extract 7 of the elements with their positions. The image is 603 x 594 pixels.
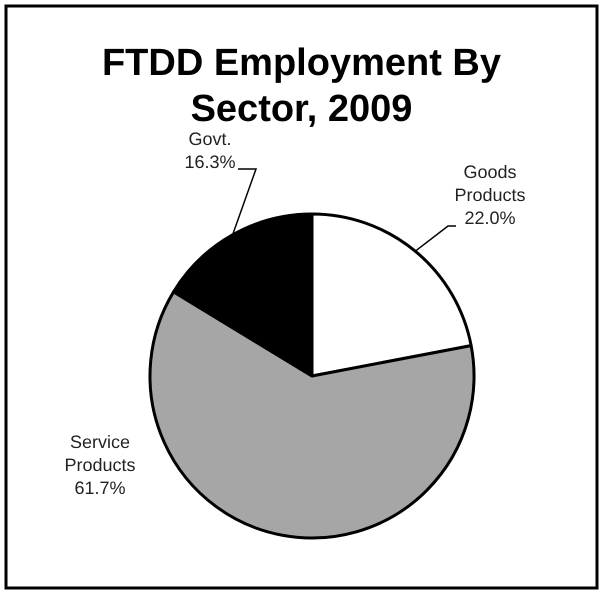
chart-title: FTDD Employment By Sector, 2009 bbox=[102, 42, 502, 130]
data-label: 61.7% bbox=[74, 478, 126, 498]
slice-label: Service Products bbox=[64, 432, 136, 475]
data-label: 16.3% bbox=[184, 152, 236, 172]
data-label: 22.0% bbox=[464, 208, 516, 228]
slice-label: Govt. bbox=[188, 129, 232, 149]
slice-label: Goods Products bbox=[454, 162, 526, 205]
